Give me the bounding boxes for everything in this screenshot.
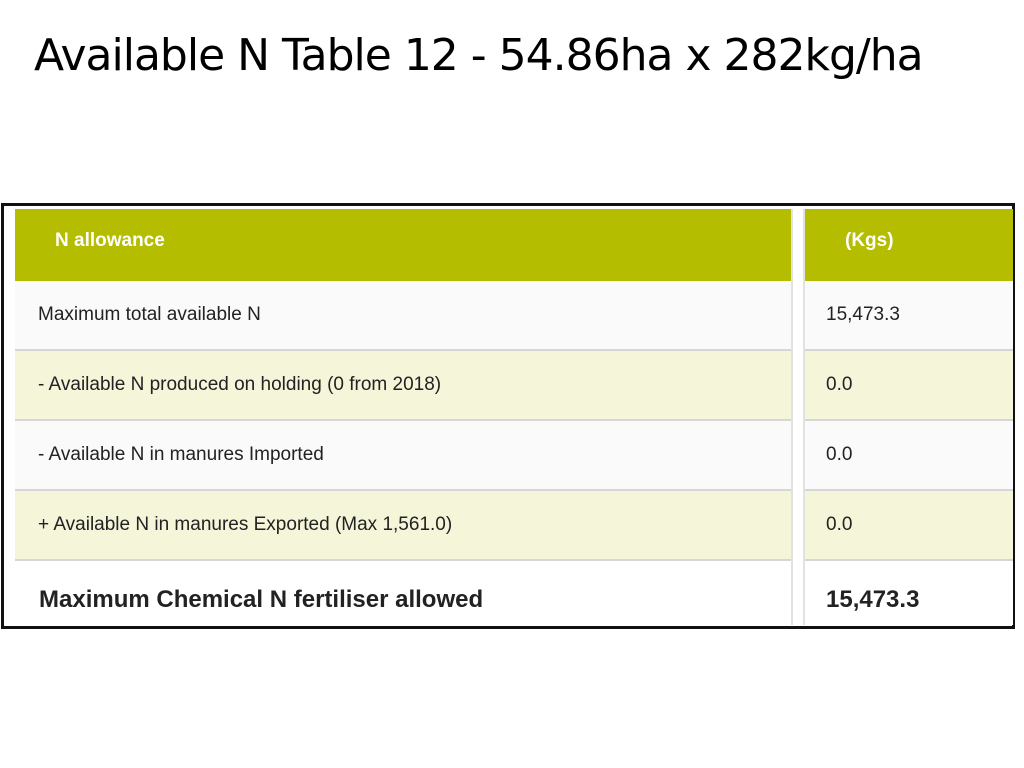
row-value-n-manures-imported: 0.0 [805,421,1013,491]
n-allowance-table: N allowance (Kgs) Maximum total availabl… [1,203,1015,629]
total-value-max-chemical-n: 15,473.3 [805,561,1013,625]
table-row: + Available N in manures Exported (Max 1… [15,491,1013,561]
table-row: - Available N produced on holding (0 fro… [15,351,1013,421]
table-row: Maximum total available N 15,473.3 [15,281,1013,351]
table-header-row: N allowance (Kgs) [15,209,1013,281]
header-kgs: (Kgs) [805,209,1013,281]
row-label-n-produced-on-holding: - Available N produced on holding (0 fro… [15,351,791,421]
row-label-n-manures-exported: + Available N in manures Exported (Max 1… [15,491,791,561]
total-label-max-chemical-n: Maximum Chemical N fertiliser allowed [15,561,791,625]
row-value-n-manures-exported: 0.0 [805,491,1013,561]
header-n-allowance: N allowance [15,209,791,281]
column-separator [791,209,805,625]
row-label-n-manures-imported: - Available N in manures Imported [15,421,791,491]
table-row: - Available N in manures Imported 0.0 [15,421,1013,491]
row-value-max-total-available-n: 15,473.3 [805,281,1013,351]
table-total-row: Maximum Chemical N fertiliser allowed 15… [15,561,1013,625]
row-value-n-produced-on-holding: 0.0 [805,351,1013,421]
table-grid: N allowance (Kgs) Maximum total availabl… [15,209,1013,625]
row-label-max-total-available-n: Maximum total available N [15,281,791,351]
slide-title: Available N Table 12 - 54.86ha x 282kg/h… [34,30,924,81]
